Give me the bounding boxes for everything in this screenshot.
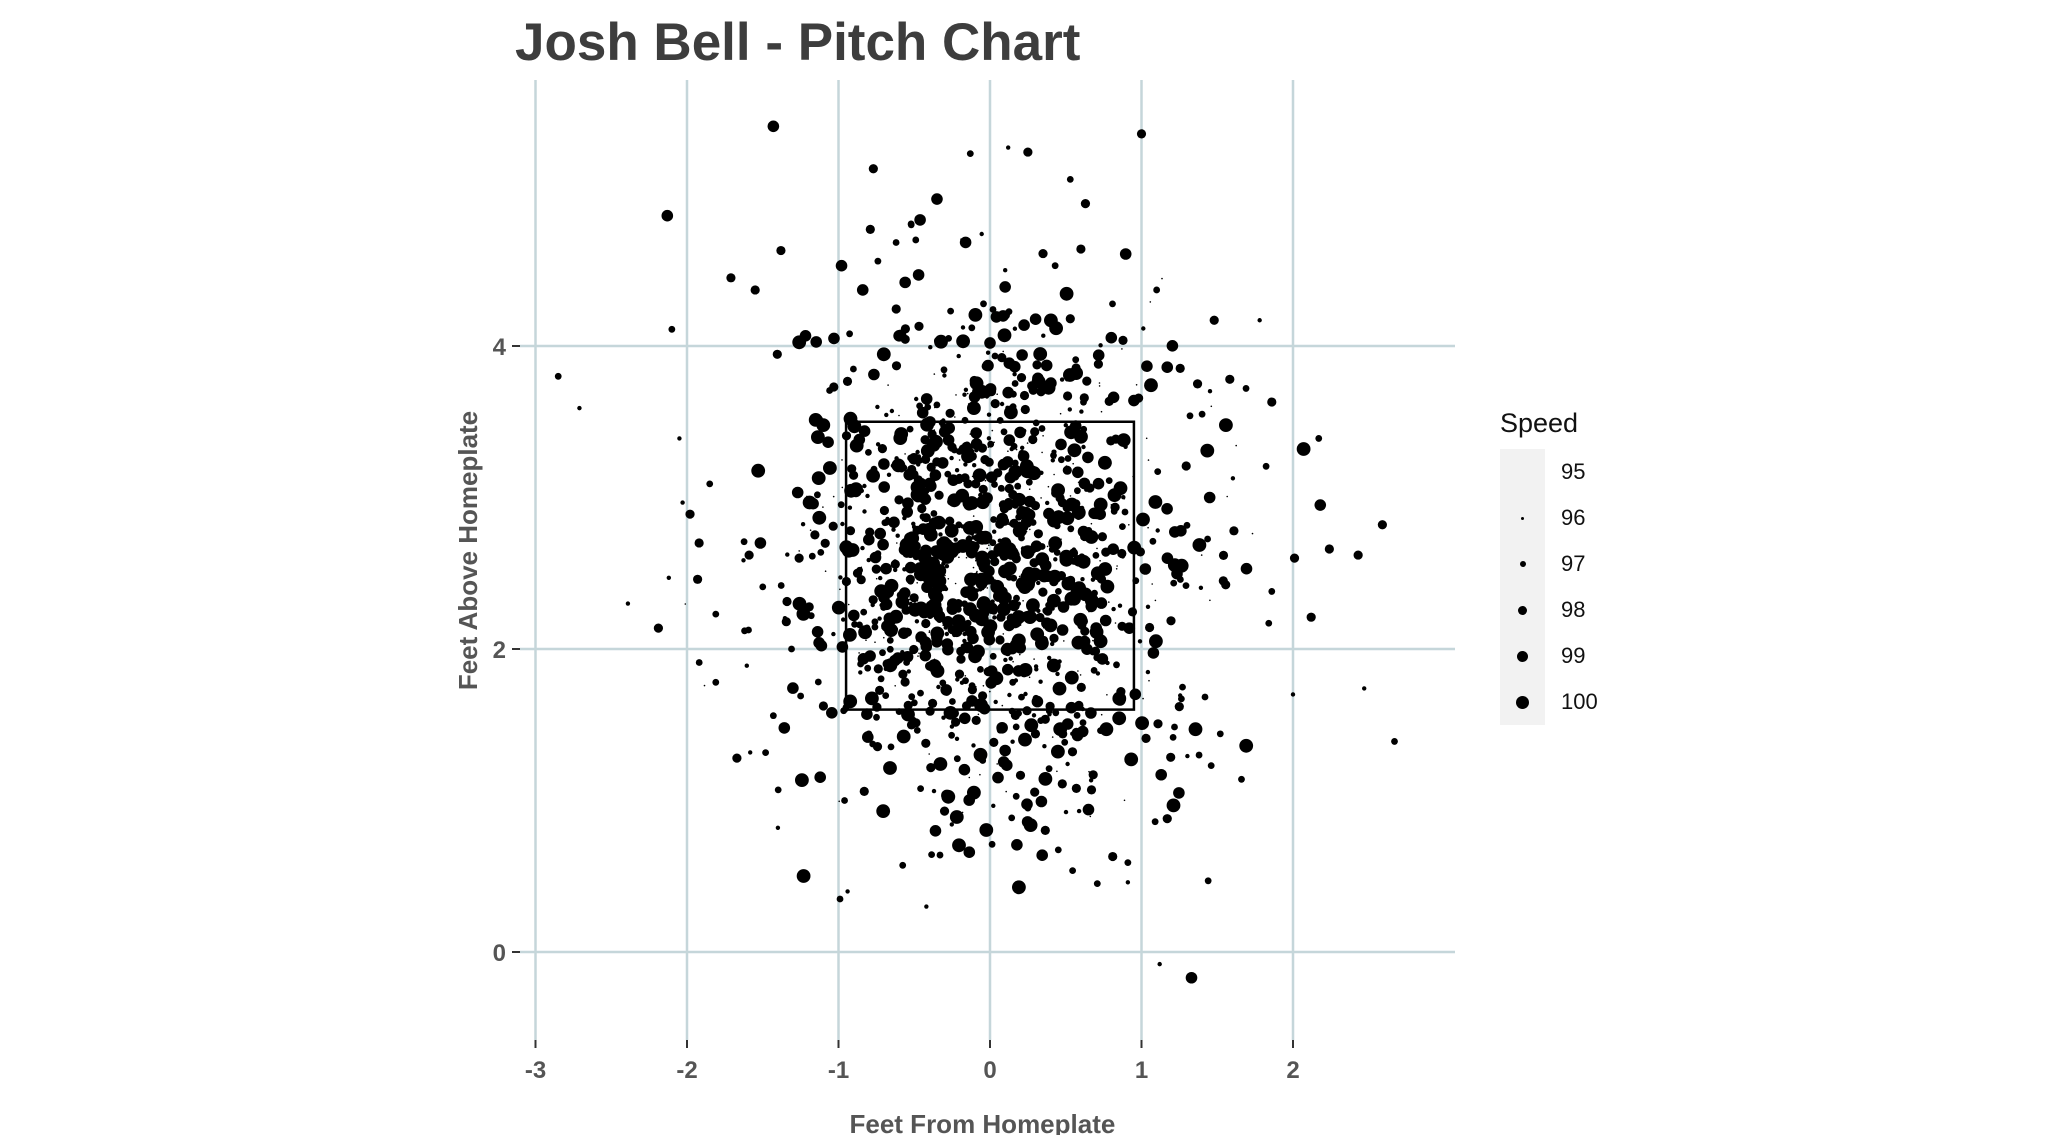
legend-key-100 <box>1500 679 1545 725</box>
size-dot-icon <box>1519 561 1526 567</box>
y-tick-label: 0 <box>493 940 506 967</box>
legend-key-99 <box>1500 633 1545 679</box>
size-dot-icon <box>1521 516 1524 520</box>
y-axis-title: Feet Above Homeplate <box>453 411 483 690</box>
x-tick-label: -1 <box>828 1057 849 1084</box>
legend-key-95 <box>1500 449 1545 495</box>
legend-label: 99 <box>1561 643 1586 668</box>
size-dot-icon <box>1518 605 1527 615</box>
size-dot-icon <box>1516 695 1529 709</box>
x-tick-label: 1 <box>1135 1057 1148 1084</box>
legend-key-98 <box>1500 587 1545 633</box>
legend-label: 95 <box>1561 459 1586 484</box>
size-dot-icon <box>1517 650 1528 662</box>
x-tick-label: -3 <box>525 1057 546 1084</box>
x-axis-title: Feet From Homeplate <box>850 1109 1116 1135</box>
pitch-points <box>554 120 1398 984</box>
strike-zone <box>844 420 1136 711</box>
y-tick-label: 4 <box>493 334 507 361</box>
legend-keys <box>1500 449 1545 725</box>
chart-title: Josh Bell - Pitch Chart <box>515 13 1081 72</box>
legend-label: 97 <box>1561 551 1586 576</box>
legend-label: 98 <box>1561 597 1586 622</box>
x-tick-label: 0 <box>983 1057 996 1084</box>
legend-label: 100 <box>1561 689 1598 714</box>
speed-legend: Speed 95 96 97 98 99 100 <box>1500 408 1598 725</box>
legend-key-96 <box>1500 495 1545 541</box>
legend-key-97 <box>1500 541 1545 587</box>
axes: -3 -2 -1 0 1 2 0 2 4 <box>493 334 1300 1084</box>
y-tick-label: 2 <box>493 637 506 664</box>
legend-title: Speed <box>1500 408 1579 438</box>
x-tick-label: -2 <box>676 1057 697 1084</box>
legend-label: 96 <box>1561 505 1586 530</box>
x-tick-label: 2 <box>1286 1057 1299 1084</box>
